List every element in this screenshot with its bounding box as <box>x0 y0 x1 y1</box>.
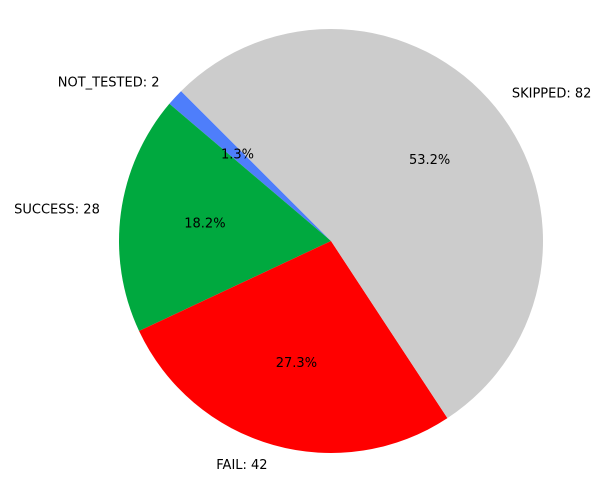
pie-percent-label-skipped: 53.2% <box>409 153 450 168</box>
pie-slice-fail <box>139 241 448 454</box>
pie-category-label-fail: FAIL: 42 <box>216 458 267 473</box>
pie-category-label-success: SUCCESS: 28 <box>14 203 100 218</box>
pie-percent-label-fail: 27.3% <box>276 356 317 371</box>
pie-slices <box>119 29 543 454</box>
pie-slice-skipped <box>181 29 543 419</box>
pie-percent-label-not-tested: 1.3% <box>221 147 254 162</box>
pie-slice-success <box>119 103 331 332</box>
pie-slice-not-tested <box>169 91 331 242</box>
pie-percent-label-success: 18.2% <box>184 217 225 232</box>
pie-category-label-not-tested: NOT_TESTED: 2 <box>58 75 160 90</box>
pie-category-label-skipped: SKIPPED: 82 <box>512 86 592 101</box>
pie-labels: 1.3% NOT_TESTED: 2 18.2% SUCCESS: 28 27.3% FA… <box>14 75 591 472</box>
